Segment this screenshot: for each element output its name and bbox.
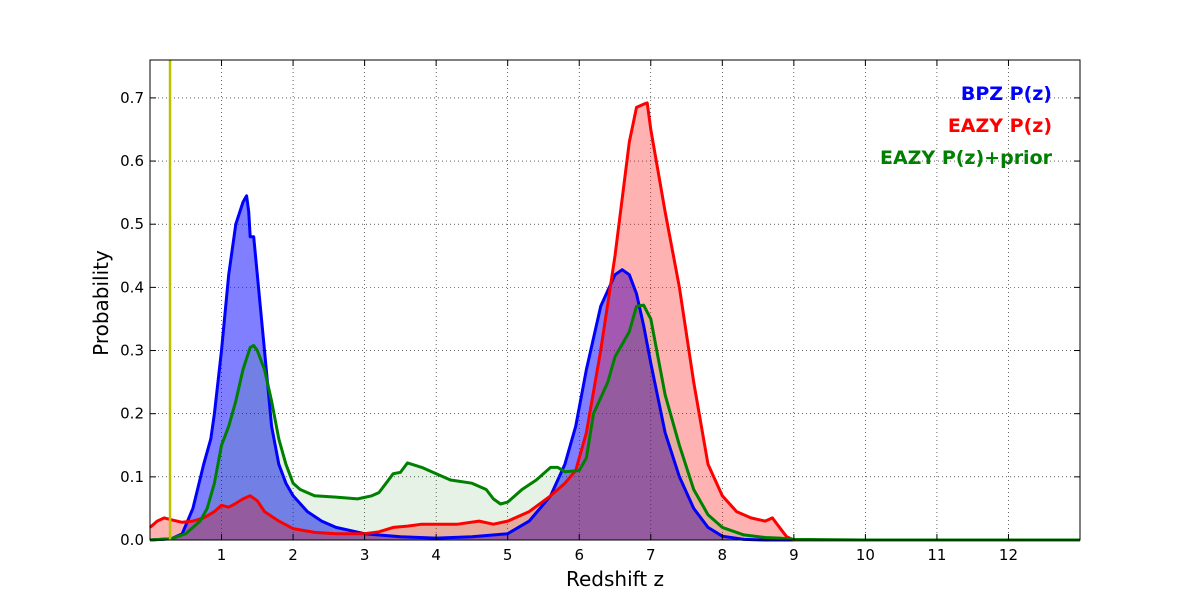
plot-frame [149,59,1081,541]
series-fill-eazy-p-z [150,102,1080,541]
y-tick-label: 0.1 [120,468,144,486]
series-line-bpz-p-z [149,194,1080,542]
series-fill-bpz-p-z [150,195,1080,541]
x-axis-title: Redshift z [566,567,664,591]
x-tick-label: 4 [431,546,441,564]
legend-entry: EAZY P(z)+prior [880,147,1053,169]
y-tick-label: 0.0 [120,531,144,549]
y-tick-label: 0.2 [120,405,144,423]
x-tick-label: 5 [503,546,513,564]
series-line-eazy-p-z [149,101,1080,542]
x-tick-label: 6 [574,546,584,564]
x-tick-label: 7 [646,546,656,564]
x-tick-label: 11 [927,546,946,564]
x-tick-label: 8 [718,546,728,564]
x-tick-label: 1 [217,546,227,564]
y-tick-label: 0.3 [120,342,144,360]
x-tick-label: 2 [288,546,298,564]
y-tick-label: 0.5 [120,215,144,233]
x-tick-label: 12 [999,546,1018,564]
series-lines [149,101,1080,542]
x-tick-label: 10 [856,546,875,564]
x-tick-label: 3 [360,546,370,564]
y-axis-title: Probability [89,250,113,356]
x-tick-label: 9 [789,546,799,564]
series-fills [150,102,1080,541]
y-tick-label: 0.6 [120,152,144,170]
y-tick-label: 0.4 [120,278,144,296]
series-fill-eazy-p-z-prior [150,305,1080,540]
legend-entry: BPZ P(z) [961,83,1052,105]
y-tick-label: 0.7 [120,89,144,107]
legend-entry: EAZY P(z) [948,115,1052,137]
series-line-eazy-p-z-prior [149,303,1080,542]
legend: BPZ P(z) EAZY P(z) EAZY P(z)+prior [880,83,1053,169]
axis-ticks: 1 2 3 4 5 6 7 8 9 10 11 120.00.10.20.30.40.50.60.7 [120,60,1080,564]
